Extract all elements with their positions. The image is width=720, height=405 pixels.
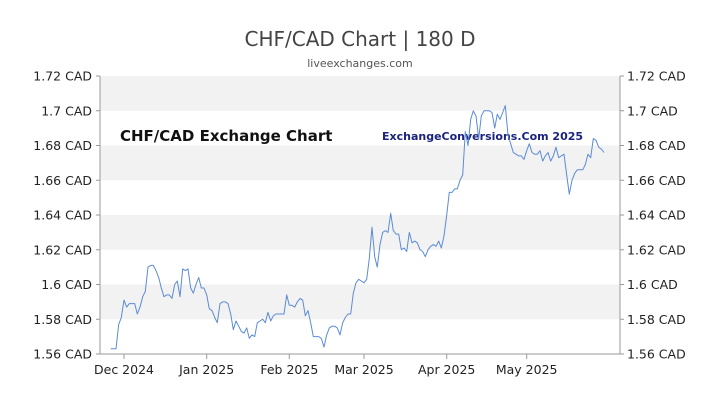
y-tick-label-left: 1.7 CAD bbox=[41, 103, 92, 118]
y-tick-label-right: 1.72 CAD bbox=[627, 69, 686, 84]
y-tick-label-right: 1.66 CAD bbox=[627, 173, 686, 188]
y-tick-label-left: 1.62 CAD bbox=[33, 242, 92, 257]
y-axis-right: 1.72 CAD 1.7 CAD 1.68 CAD 1.66 CAD 1.64 CAD 1… bbox=[620, 69, 686, 362]
y-tick-label-left: 1.56 CAD bbox=[33, 347, 92, 362]
x-tick-label: Jan 2025 bbox=[178, 362, 234, 377]
y-tick-label-right: 1.56 CAD bbox=[627, 347, 686, 362]
background-band bbox=[100, 284, 620, 320]
y-tick-label-left: 1.6 CAD bbox=[41, 277, 92, 292]
series-layer bbox=[110, 105, 605, 350]
x-tick-label: Mar 2025 bbox=[334, 362, 393, 377]
y-tick-label-left: 1.72 CAD bbox=[33, 69, 92, 84]
x-tick-label: Dec 2024 bbox=[94, 362, 154, 377]
y-axis-left: 1.72 CAD 1.7 CAD 1.68 CAD 1.66 CAD 1.64 CAD 1… bbox=[33, 69, 100, 362]
y-tick-label-right: 1.64 CAD bbox=[627, 208, 686, 223]
watermark-source: ExchangeConversions.Com 2025 bbox=[382, 130, 583, 143]
background-band bbox=[100, 76, 620, 111]
y-tick-label-right: 1.62 CAD bbox=[627, 242, 686, 257]
y-tick-label-right: 1.68 CAD bbox=[627, 138, 686, 153]
x-tick-label: Feb 2025 bbox=[260, 362, 318, 377]
x-tick-label: Apr 2025 bbox=[418, 362, 475, 377]
series-line bbox=[110, 105, 605, 350]
background-band bbox=[100, 145, 620, 181]
y-tick-label-right: 1.58 CAD bbox=[627, 312, 686, 327]
watermark-chart-name: CHF/CAD Exchange Chart bbox=[120, 127, 332, 145]
chart-subtitle: liveexchanges.com bbox=[307, 57, 412, 70]
y-tick-label-right: 1.6 CAD bbox=[627, 277, 678, 292]
plot-background-bands bbox=[100, 76, 620, 320]
y-tick-label-left: 1.68 CAD bbox=[33, 138, 92, 153]
x-axis: Dec 2024 Jan 2025 Feb 2025 Mar 2025 Apr 2025… bbox=[94, 354, 557, 377]
chart-title: CHF/CAD Chart | 180 D bbox=[245, 27, 476, 51]
y-tick-label-left: 1.66 CAD bbox=[33, 173, 92, 188]
y-tick-label-right: 1.7 CAD bbox=[627, 103, 678, 118]
x-tick-label: May 2025 bbox=[496, 362, 558, 377]
y-tick-label-left: 1.58 CAD bbox=[33, 312, 92, 327]
background-band bbox=[100, 215, 620, 250]
y-tick-label-left: 1.64 CAD bbox=[33, 208, 92, 223]
